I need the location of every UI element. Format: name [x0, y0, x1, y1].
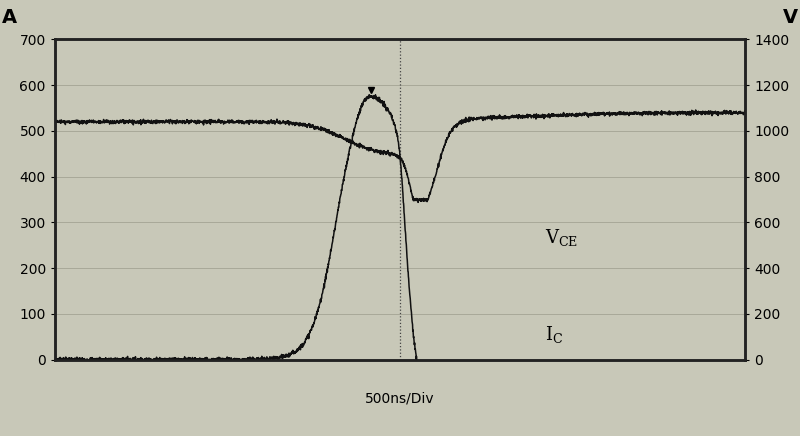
Text: 500ns/Div: 500ns/Div	[365, 392, 435, 406]
Text: $\mathregular{I_C}$: $\mathregular{I_C}$	[545, 324, 563, 345]
Text: $\mathregular{V_{CE}}$: $\mathregular{V_{CE}}$	[545, 227, 578, 248]
Text: A: A	[2, 7, 18, 27]
Text: V: V	[782, 7, 798, 27]
